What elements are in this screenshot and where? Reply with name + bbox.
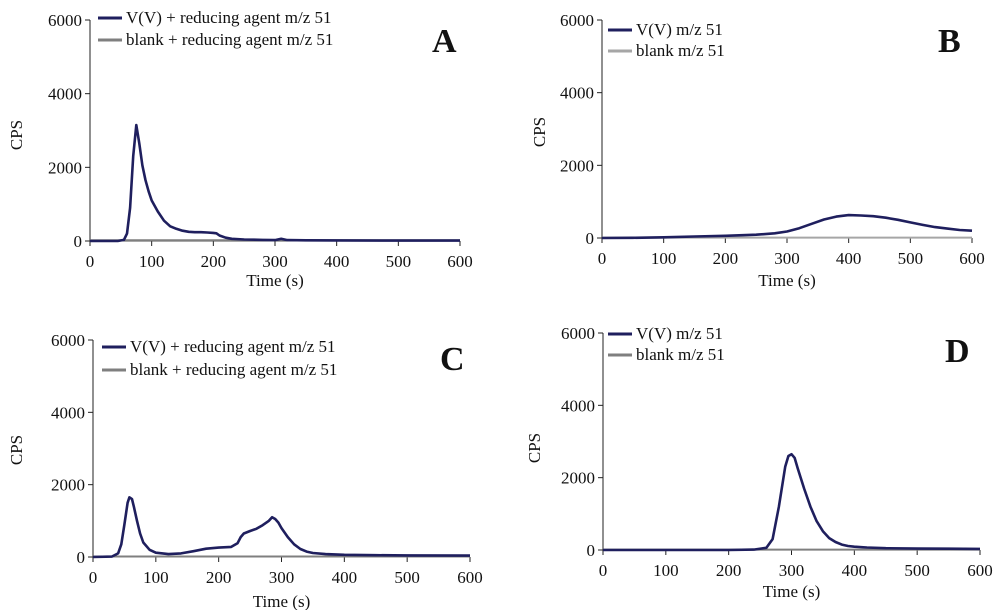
y-axis-label: CPS: [7, 435, 26, 465]
x-tick-label: 100: [143, 568, 169, 587]
x-tick-label: 100: [651, 249, 677, 268]
x-tick-label: 600: [959, 249, 985, 268]
x-tick-label: 200: [201, 252, 227, 271]
x-tick-label: 200: [206, 568, 232, 587]
x-tick-label: 300: [262, 252, 288, 271]
chart-panel-c: 0 2000 4000 6000 0 100 200 300 400 500 600 Time (s)…: [7, 331, 483, 610]
x-tick-label: 400: [332, 568, 358, 587]
legend-entry: V(V) m/z 51: [636, 324, 723, 343]
panel-label: D: [945, 333, 970, 370]
legend-entry: blank m/z 51: [636, 345, 725, 364]
x-axis-label: Time (s): [246, 271, 303, 290]
y-tick-label: 4000: [561, 396, 595, 415]
series-line-sample: [601, 213, 973, 240]
y-tick-label: 2000: [560, 156, 594, 175]
x-axis-label: Time (s): [763, 582, 820, 601]
series-line-sample: [603, 452, 981, 552]
x-tick-label: 500: [386, 252, 412, 271]
y-tick-label: 6000: [48, 11, 82, 30]
x-axis-label: Time (s): [253, 592, 310, 610]
y-tick-label: 0: [587, 541, 596, 560]
x-tick-label: 200: [716, 561, 742, 580]
x-tick-label: 600: [457, 568, 483, 587]
y-tick-label: 0: [77, 548, 86, 567]
y-tick-label: 0: [586, 229, 595, 248]
y-axis-label: CPS: [525, 433, 544, 463]
legend-entry: blank + reducing agent m/z 51: [130, 360, 337, 379]
x-tick-label: 600: [967, 561, 993, 580]
x-tick-label: 300: [269, 568, 295, 587]
x-tick-label: 600: [447, 252, 473, 271]
series-line-sample: [90, 123, 460, 243]
y-tick-label: 6000: [51, 331, 85, 350]
x-tick-label: 200: [713, 249, 739, 268]
y-axis-label: CPS: [7, 120, 26, 150]
x-tick-label: 400: [324, 252, 350, 271]
chart-panel-d: 0 2000 4000 6000 0 100 200 300 400 500 600 Time (s)…: [525, 324, 993, 601]
x-tick-label: 0: [89, 568, 98, 587]
chart-panel-b: 0 2000 4000 6000 0 100 200 300 400 500 600 Time (s)…: [530, 11, 985, 290]
y-tick-label: 4000: [560, 84, 594, 103]
x-tick-label: 100: [139, 252, 165, 271]
x-tick-label: 400: [842, 561, 868, 580]
legend-entry: blank m/z 51: [636, 41, 725, 60]
y-tick-label: 2000: [561, 469, 595, 488]
x-tick-label: 300: [779, 561, 805, 580]
y-tick-label: 6000: [561, 324, 595, 343]
x-tick-label: 400: [836, 249, 862, 268]
x-axis-label: Time (s): [758, 271, 815, 290]
x-tick-label: 300: [774, 249, 800, 268]
x-tick-label: 100: [653, 561, 679, 580]
x-tick-label: 500: [904, 561, 930, 580]
x-tick-label: 0: [599, 561, 608, 580]
y-tick-label: 2000: [51, 476, 85, 495]
x-tick-label: 0: [86, 252, 95, 271]
series-line-sample: [92, 495, 471, 559]
y-tick-label: 4000: [48, 85, 82, 104]
y-tick-label: 0: [74, 232, 83, 251]
x-tick-label: 0: [598, 249, 607, 268]
legend-entry: blank + reducing agent m/z 51: [126, 30, 333, 49]
y-tick-label: 6000: [560, 11, 594, 30]
y-axis-label: CPS: [530, 117, 549, 147]
x-tick-label: 500: [898, 249, 924, 268]
panel-label: A: [432, 23, 457, 60]
x-tick-label: 500: [394, 568, 420, 587]
panel-label: B: [938, 23, 961, 60]
legend-entry: V(V) + reducing agent m/z 51: [130, 337, 336, 356]
legend-entry: V(V) + reducing agent m/z 51: [126, 8, 332, 27]
y-tick-label: 2000: [48, 158, 82, 177]
chart-panel-a: 0 2000 4000 6000 0 100 200 300 400 500 600 Time (s)…: [7, 8, 473, 290]
panel-label: C: [440, 341, 465, 378]
y-tick-label: 4000: [51, 403, 85, 422]
legend-entry: V(V) m/z 51: [636, 20, 723, 39]
